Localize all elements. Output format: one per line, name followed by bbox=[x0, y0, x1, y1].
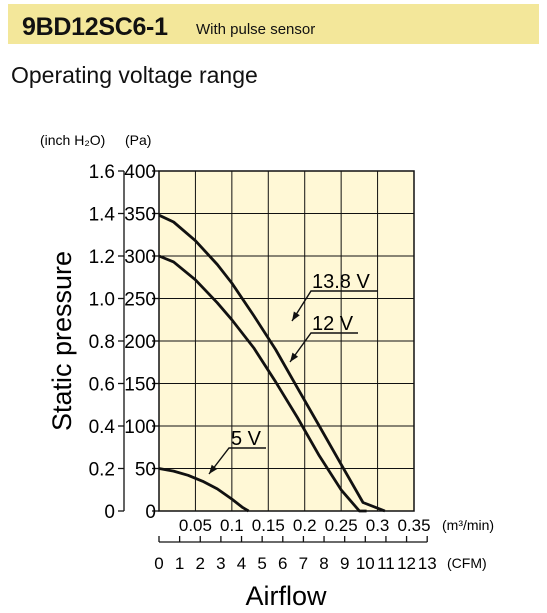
y-tick-label-pa: 400 bbox=[124, 162, 156, 183]
series-label: 12 V bbox=[312, 313, 354, 335]
y-tick-label-inch: 0.6 bbox=[89, 375, 115, 396]
y-tick-label-inch: 1.0 bbox=[89, 290, 115, 311]
series-arrowhead bbox=[209, 464, 218, 474]
cfm-tick-label: 10 bbox=[356, 554, 375, 573]
x-unit-cfm: (CFM) bbox=[447, 555, 487, 571]
gridlines bbox=[159, 171, 414, 511]
y-tick-label-inch: 0.2 bbox=[89, 460, 115, 481]
curves bbox=[158, 213, 386, 513]
cfm-tick-label: 2 bbox=[196, 554, 205, 573]
x-tick-label: 0.25 bbox=[325, 516, 358, 535]
cfm-tick-label: 6 bbox=[278, 554, 287, 573]
model-number: 9BD12SC6-1 bbox=[22, 13, 168, 41]
cfm-tick-label: 8 bbox=[319, 554, 328, 573]
x-tick-label: 0.05 bbox=[179, 516, 212, 535]
cfm-tick-label: 9 bbox=[340, 554, 349, 573]
series-arrowhead bbox=[292, 311, 300, 321]
y-tick-label-pa: 300 bbox=[124, 247, 156, 268]
series-line bbox=[158, 254, 367, 513]
model-subtitle: With pulse sensor bbox=[196, 21, 316, 38]
cfm-tick-label: 13 bbox=[418, 554, 437, 573]
y-tick-label-pa: 150 bbox=[124, 375, 156, 396]
series-line bbox=[158, 213, 386, 513]
y-tick-label-pa: 0 bbox=[145, 502, 156, 523]
section-title: Operating voltage range bbox=[11, 62, 258, 88]
y-tick-label-inch: 1.6 bbox=[89, 162, 115, 183]
y-tick-label-pa: 100 bbox=[124, 417, 156, 438]
series-line bbox=[158, 467, 250, 513]
y-tick-label-pa: 200 bbox=[124, 332, 156, 353]
x-axis: 0.05 0.1 0.15 0.2 0.25 0.3 0.35 bbox=[179, 516, 431, 535]
y-tick-label-inch: 1.2 bbox=[89, 247, 115, 268]
series-label: 5 V bbox=[231, 428, 262, 450]
y-tick-label-inch: 0.8 bbox=[89, 332, 115, 353]
x-axis-title: Airflow bbox=[245, 581, 327, 611]
y-axis-title: Static pressure bbox=[47, 251, 77, 431]
series-leader bbox=[291, 290, 378, 322]
cfm-tick-label: 5 bbox=[257, 554, 266, 573]
cfm-tick-label: 4 bbox=[237, 554, 246, 573]
series-label: 13.8 V bbox=[312, 271, 370, 293]
header-bar bbox=[8, 4, 539, 44]
cfm-tick-label: 11 bbox=[377, 554, 395, 573]
cfm-tick-label: 12 bbox=[397, 554, 416, 573]
series-leader bbox=[289, 332, 358, 363]
callouts: 13.8 V 12 V 5 V bbox=[208, 271, 378, 475]
cfm-tick-label: 1 bbox=[175, 554, 184, 573]
series-arrowhead bbox=[290, 352, 299, 362]
x-tick-label: 0.3 bbox=[366, 516, 390, 535]
y-tick-label-pa: 250 bbox=[124, 290, 156, 311]
x-tick-label: 0.35 bbox=[397, 516, 430, 535]
y-tick-label-pa: 50 bbox=[135, 460, 156, 481]
cfm-axis: 0 1 2 3 4 5 6 7 8 9 10 11 12 13 bbox=[154, 536, 437, 573]
y-unit-pa: (Pa) bbox=[125, 132, 151, 148]
x-unit-m3min: (m³/min) bbox=[442, 517, 494, 533]
cfm-tick-label: 7 bbox=[299, 554, 308, 573]
y-tick-label-pa: 350 bbox=[124, 205, 156, 226]
y-tick-label-inch: 0 bbox=[104, 502, 115, 523]
y-tick-label-inch: 0.4 bbox=[89, 417, 116, 438]
cfm-tick-label: 3 bbox=[216, 554, 225, 573]
x-tick-label: 0.2 bbox=[293, 516, 317, 535]
series-leader bbox=[208, 447, 266, 475]
y-unit-inch: (inch H₂O) bbox=[40, 132, 105, 148]
cfm-tick-label: 0 bbox=[154, 554, 163, 573]
y-axis: 0 0 50 0.2 100 0.4 150 0.6 200 0.8 250 1.0 300 1.2 350… bbox=[89, 162, 159, 523]
x-tick-label: 0.15 bbox=[252, 516, 285, 535]
x-tick-label: 0.1 bbox=[220, 516, 244, 535]
y-tick-label-inch: 1.4 bbox=[89, 205, 116, 226]
